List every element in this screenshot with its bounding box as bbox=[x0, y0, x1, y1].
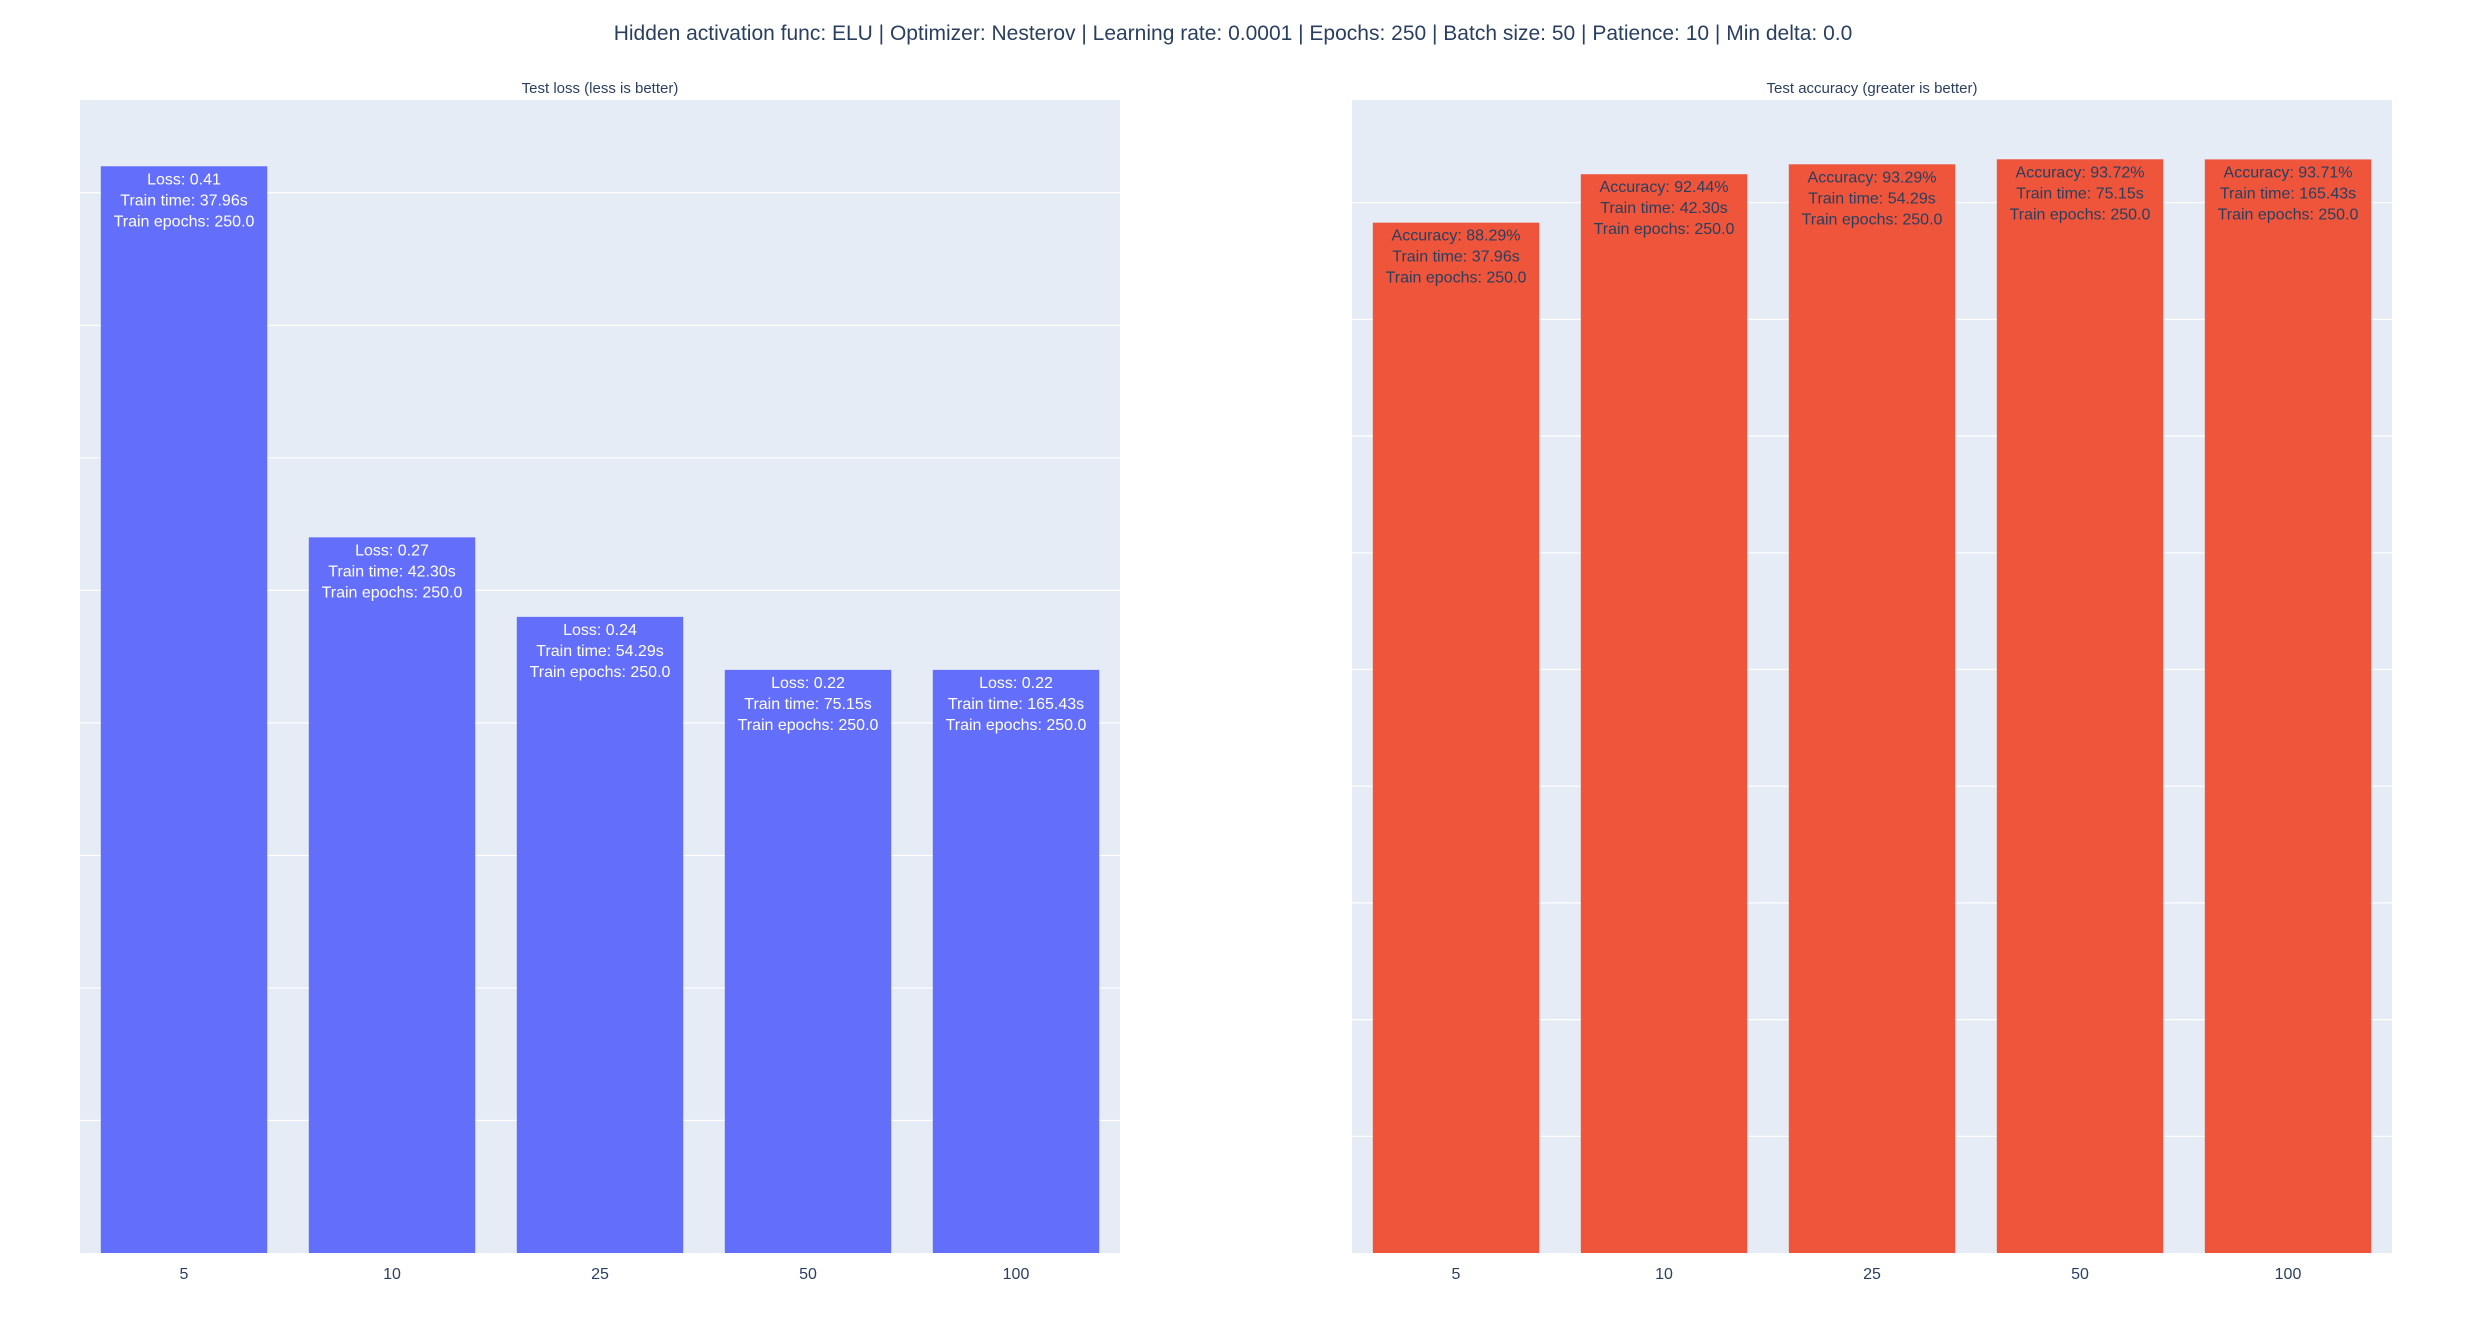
loss-bar-label: Loss: 0.24 bbox=[563, 622, 637, 639]
accuracy-bar-label: Train time: 54.29s bbox=[1808, 190, 1935, 207]
accuracy-bar-label: Accuracy: 93.29% bbox=[1808, 169, 1937, 186]
accuracy-bar-label: Accuracy: 93.71% bbox=[2224, 164, 2353, 181]
loss-chart-title: Test loss (less is better) bbox=[522, 80, 679, 97]
accuracy-bar-label: Train time: 42.30s bbox=[1600, 200, 1727, 217]
accuracy-bar bbox=[1996, 159, 2164, 1253]
loss-x-tick-label: 5 bbox=[180, 1266, 189, 1283]
accuracy-bar bbox=[1788, 164, 1956, 1254]
accuracy-bar-label: Accuracy: 92.44% bbox=[1600, 179, 1729, 196]
loss-bar bbox=[932, 669, 1100, 1253]
loss-x-tick-label: 10 bbox=[383, 1266, 401, 1283]
accuracy-bar-label: Train epochs: 250.0 bbox=[1594, 221, 1735, 238]
accuracy-bar bbox=[1372, 222, 1540, 1254]
loss-bar-label: Train time: 42.30s bbox=[328, 563, 455, 580]
accuracy-x-tick-label: 5 bbox=[1452, 1266, 1461, 1283]
loss-bar-label: Loss: 0.22 bbox=[979, 675, 1053, 692]
accuracy-x-tick-label: 10 bbox=[1655, 1266, 1673, 1283]
accuracy-bar-label: Train time: 37.96s bbox=[1392, 249, 1519, 266]
loss-chart-panel: Test loss (less is better) Loss: 0.41 Trai… bbox=[80, 80, 1120, 1283]
loss-bar-label: Train time: 165.43s bbox=[948, 696, 1084, 713]
loss-bar-label: Train time: 54.29s bbox=[536, 643, 663, 660]
accuracy-x-tick-label: 100 bbox=[2275, 1266, 2302, 1283]
accuracy-bar-label: Accuracy: 88.29% bbox=[1392, 228, 1521, 245]
loss-bar-label: Train epochs: 250.0 bbox=[738, 717, 879, 734]
loss-x-tick-label: 50 bbox=[799, 1266, 817, 1283]
accuracy-bar bbox=[2204, 159, 2372, 1253]
loss-bar-label: Loss: 0.27 bbox=[355, 542, 429, 559]
accuracy-bar-label: Train epochs: 250.0 bbox=[1802, 211, 1943, 228]
accuracy-bar-label: Train epochs: 250.0 bbox=[2010, 206, 2151, 223]
loss-x-tick-label: 100 bbox=[1003, 1266, 1030, 1283]
accuracy-chart-panel: Test accuracy (greater is better) Accurac… bbox=[1352, 80, 2392, 1283]
figure-title: Hidden activation func: ELU | Optimizer:… bbox=[614, 22, 1853, 45]
accuracy-x-tick-label: 50 bbox=[2071, 1266, 2089, 1283]
loss-bar-label: Loss: 0.22 bbox=[771, 675, 845, 692]
loss-bar-label: Train time: 37.96s bbox=[120, 192, 247, 209]
loss-bar-label: Train epochs: 250.0 bbox=[114, 213, 255, 230]
loss-bar-label: Train epochs: 250.0 bbox=[530, 664, 671, 681]
loss-x-tick-label: 25 bbox=[591, 1266, 609, 1283]
accuracy-bar-label: Train epochs: 250.0 bbox=[2218, 206, 2359, 223]
accuracy-bar-label: Train epochs: 250.0 bbox=[1386, 270, 1527, 287]
loss-bar bbox=[516, 616, 684, 1253]
accuracy-bar-label: Train time: 165.43s bbox=[2220, 185, 2356, 202]
accuracy-x-tick-label: 25 bbox=[1863, 1266, 1881, 1283]
loss-bar bbox=[100, 166, 268, 1253]
loss-bar bbox=[308, 537, 476, 1253]
loss-bar bbox=[724, 669, 892, 1253]
accuracy-chart-title: Test accuracy (greater is better) bbox=[1767, 80, 1978, 97]
accuracy-bar bbox=[1580, 174, 1748, 1254]
loss-bar-label: Train epochs: 250.0 bbox=[946, 717, 1087, 734]
loss-bar-label: Train time: 75.15s bbox=[744, 696, 871, 713]
loss-bar-label: Loss: 0.41 bbox=[147, 171, 221, 188]
loss-bar-label: Train epochs: 250.0 bbox=[322, 584, 463, 601]
accuracy-bar-label: Accuracy: 93.72% bbox=[2016, 164, 2145, 181]
accuracy-bar-label: Train time: 75.15s bbox=[2016, 185, 2143, 202]
